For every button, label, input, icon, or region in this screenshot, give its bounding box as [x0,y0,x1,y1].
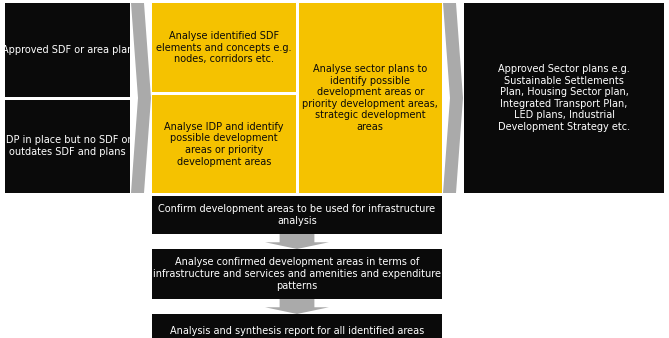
Text: IDP in place but no SDF or
outdates SDF and plans: IDP in place but no SDF or outdates SDF … [3,136,132,157]
Bar [152,95,296,193]
Bar [5,99,130,193]
Text: Confirm development areas to be used for infrastructure
analysis: Confirm development areas to be used for… [159,204,436,226]
Text: Analyse IDP and identify
possible development
areas or priority
development area: Analyse IDP and identify possible develo… [164,122,284,167]
Polygon shape [265,234,329,249]
Bar [152,3,296,92]
Bar [5,3,130,97]
Text: Analysis and synthesis report for all identified areas: Analysis and synthesis report for all id… [170,325,424,336]
Text: Approved Sector plans e.g.
Sustainable Settlements
Plan, Housing Sector plan,
In: Approved Sector plans e.g. Sustainable S… [498,64,630,132]
Text: Analyse sector plans to
identify possible
development areas or
priority developm: Analyse sector plans to identify possibl… [302,64,438,132]
Polygon shape [443,3,463,193]
Text: Analyse confirmed development areas in terms of
infrastructure and services and : Analyse confirmed development areas in t… [153,258,441,291]
Bar [152,314,442,338]
Bar [152,249,442,299]
Text: Analyse identified SDF
elements and concepts e.g.
nodes, corridors etc.: Analyse identified SDF elements and conc… [156,31,292,64]
Bar [152,196,442,234]
Polygon shape [265,299,329,314]
Bar [464,3,664,193]
Polygon shape [131,3,151,193]
Bar [298,3,442,193]
Text: Approved SDF or area plan: Approved SDF or area plan [2,45,133,55]
